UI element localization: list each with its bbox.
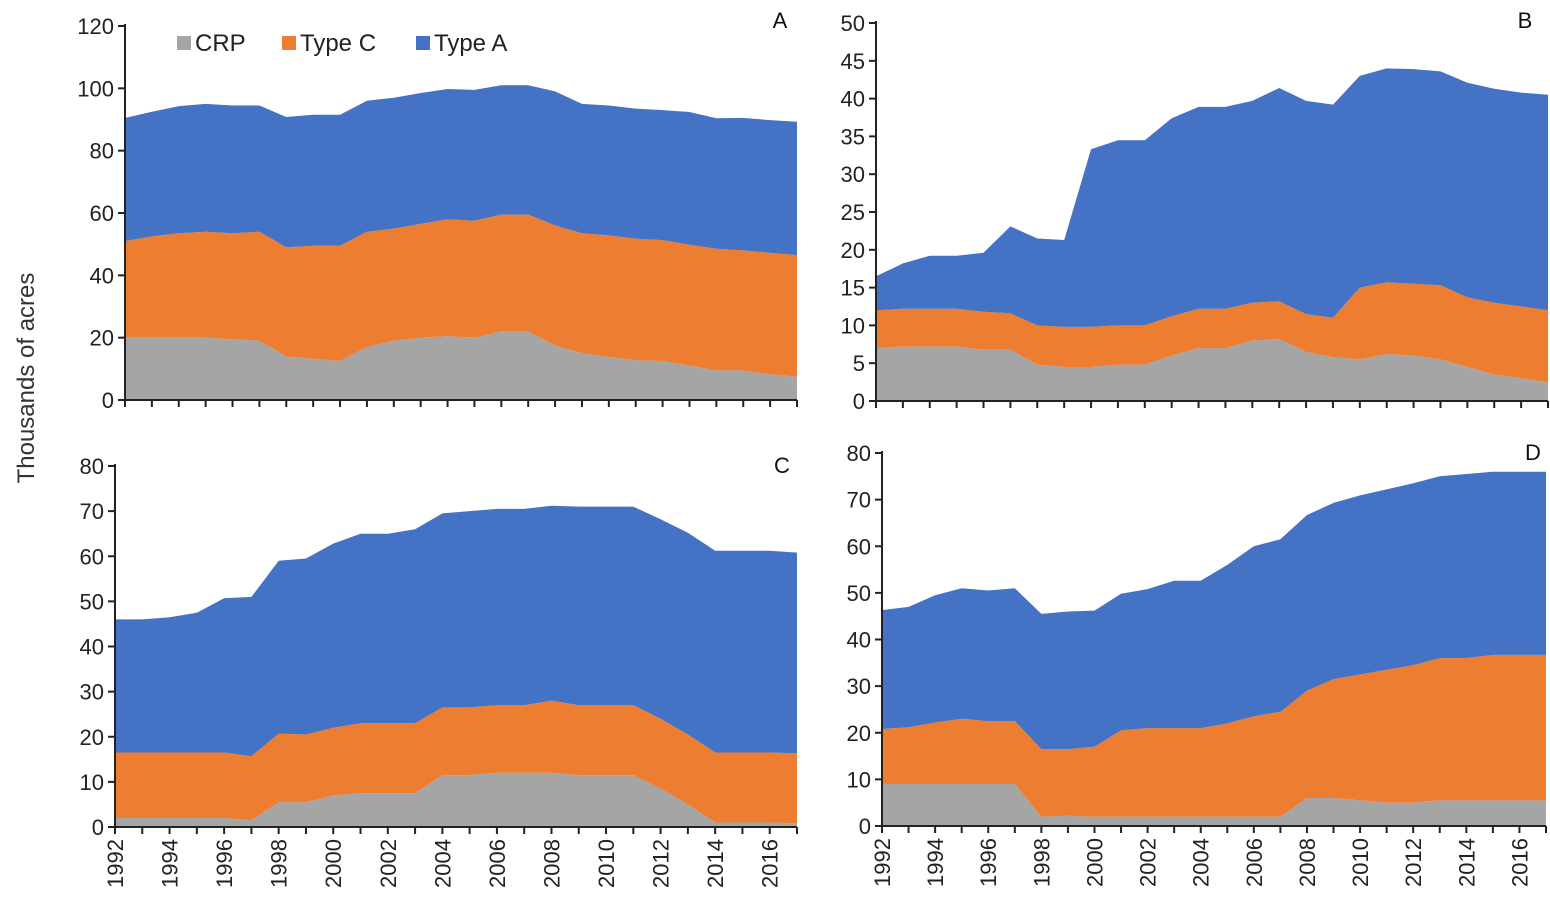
area-type-a-panel-c xyxy=(115,505,797,757)
y-tick-label-panel-c: 80 xyxy=(80,454,104,479)
panel-letter-b: B xyxy=(1518,8,1533,33)
panel-letter-d: D xyxy=(1525,440,1541,465)
y-tick-label-panel-b: 0 xyxy=(853,389,865,414)
area-type-c-panel-c xyxy=(115,700,797,824)
x-tick-label-panel-c: 1992 xyxy=(103,839,128,888)
area-type-c-panel-a xyxy=(125,214,797,377)
area-crp-panel-c xyxy=(115,772,797,827)
x-tick-label-panel-d: 2000 xyxy=(1083,838,1108,887)
x-tick-label-panel-c: 2012 xyxy=(649,839,674,888)
area-crp-panel-b xyxy=(876,339,1548,401)
y-tick-label-panel-b: 30 xyxy=(841,162,865,187)
y-tick-label-panel-c: 0 xyxy=(92,815,104,840)
y-tick-label-panel-c: 20 xyxy=(80,725,104,750)
y-tick-label-panel-c: 40 xyxy=(80,635,104,660)
y-tick-label-panel-c: 10 xyxy=(80,770,104,795)
y-tick-label-panel-c: 30 xyxy=(80,680,104,705)
x-tick-label-panel-d: 2010 xyxy=(1348,838,1373,887)
panel-letter-c: C xyxy=(774,453,790,478)
y-tick-label-panel-b: 10 xyxy=(841,313,865,338)
x-tick-label-panel-d: 2014 xyxy=(1454,838,1479,887)
x-tick-label-panel-c: 1996 xyxy=(212,839,237,888)
legend-label-type-c: Type C xyxy=(300,30,376,57)
x-tick-label-panel-d: 1996 xyxy=(976,838,1001,887)
panel-letter-a: A xyxy=(773,8,788,33)
x-tick-label-panel-d: 2008 xyxy=(1295,838,1320,887)
y-tick-label-panel-c: 70 xyxy=(80,499,104,524)
legend-swatch-crp xyxy=(177,36,191,50)
panel-d: 0 10 20 30 40 50 60 70 80 1992 1994 1996 1998 2000 200… xyxy=(847,440,1547,887)
y-tick-label-panel-d: 50 xyxy=(847,581,871,606)
area-crp-panel-d xyxy=(882,784,1546,826)
x-tick-label-panel-c: 1994 xyxy=(158,839,183,888)
x-tick-label-panel-c: 2008 xyxy=(540,839,565,888)
y-tick-label-panel-a: 60 xyxy=(90,201,114,226)
y-tick-label-panel-d: 0 xyxy=(859,814,871,839)
area-type-a-panel-d xyxy=(882,471,1546,750)
panel-c: 0 10 20 30 40 50 60 70 80 1992 1994 1996 1998 2000 200… xyxy=(80,453,798,888)
y-tick-label-panel-b: 45 xyxy=(841,49,865,74)
y-tick-label-panel-d: 30 xyxy=(847,674,871,699)
legend-label-crp: CRP xyxy=(195,30,246,57)
legend-swatch-type-a xyxy=(416,36,430,50)
y-tick-label-panel-b: 25 xyxy=(841,200,865,225)
x-tick-label-panel-d: 1992 xyxy=(870,838,895,887)
y-tick-label-panel-c: 60 xyxy=(80,544,104,569)
y-tick-label-panel-a: 100 xyxy=(77,76,114,101)
y-tick-label-panel-d: 20 xyxy=(847,721,871,746)
area-type-c-panel-d xyxy=(882,654,1546,817)
y-tick-label-panel-a: 80 xyxy=(90,139,114,164)
area-crp-panel-a xyxy=(125,331,797,400)
y-tick-label-panel-b: 35 xyxy=(841,124,865,149)
y-tick-label-panel-d: 80 xyxy=(847,441,871,466)
x-tick-label-panel-c: 2004 xyxy=(430,839,455,888)
x-tick-label-panel-c: 2000 xyxy=(321,839,346,888)
x-tick-label-panel-c: 2010 xyxy=(594,839,619,888)
y-tick-label-panel-c: 50 xyxy=(80,589,104,614)
panel-b: 0 5 10 15 20 25 30 35 40 45 50 B xyxy=(841,8,1549,414)
y-tick-label-panel-b: 15 xyxy=(841,276,865,301)
x-tick-label-panel-d: 1998 xyxy=(1029,838,1054,887)
legend-label-type-a: Type A xyxy=(434,30,507,57)
x-tick-label-panel-c: 2014 xyxy=(703,839,728,888)
y-tick-label-panel-a: 0 xyxy=(102,388,114,413)
area-type-a-panel-b xyxy=(876,68,1548,327)
x-tick-label-panel-c: 2006 xyxy=(485,839,510,888)
x-tick-label-panel-d: 2012 xyxy=(1401,838,1426,887)
x-tick-label-panel-d: 1994 xyxy=(923,838,948,887)
y-tick-label-panel-d: 40 xyxy=(847,628,871,653)
y-tick-label-panel-a: 40 xyxy=(90,263,114,288)
y-tick-label-panel-a: 20 xyxy=(90,326,114,351)
legend-swatch-type-c xyxy=(282,36,296,50)
y-axis-label: Thousands of acres xyxy=(13,273,40,484)
y-tick-label-panel-b: 20 xyxy=(841,238,865,263)
area-type-a-panel-a xyxy=(125,85,797,256)
y-tick-label-panel-d: 70 xyxy=(847,488,871,513)
x-tick-label-panel-d: 2006 xyxy=(1242,838,1267,887)
x-tick-label-panel-c: 1998 xyxy=(267,839,292,888)
x-tick-label-panel-c: 2016 xyxy=(758,839,783,888)
y-tick-label-panel-d: 10 xyxy=(847,767,871,792)
y-tick-label-panel-b: 5 xyxy=(853,351,865,376)
y-tick-label-panel-a: 120 xyxy=(77,14,114,39)
y-tick-label-panel-b: 50 xyxy=(841,11,865,36)
x-tick-label-panel-d: 2016 xyxy=(1507,838,1532,887)
y-tick-label-panel-b: 40 xyxy=(841,87,865,112)
panel-a: 0 20 40 60 80 100 120 A xyxy=(77,8,798,413)
legend: CRP Type C Type A xyxy=(177,30,507,57)
x-tick-label-panel-c: 2002 xyxy=(376,839,401,888)
x-tick-label-panel-d: 2002 xyxy=(1136,838,1161,887)
y-tick-label-panel-d: 60 xyxy=(847,534,871,559)
x-tick-label-panel-d: 2004 xyxy=(1189,838,1214,887)
area-type-c-panel-b xyxy=(876,282,1548,383)
